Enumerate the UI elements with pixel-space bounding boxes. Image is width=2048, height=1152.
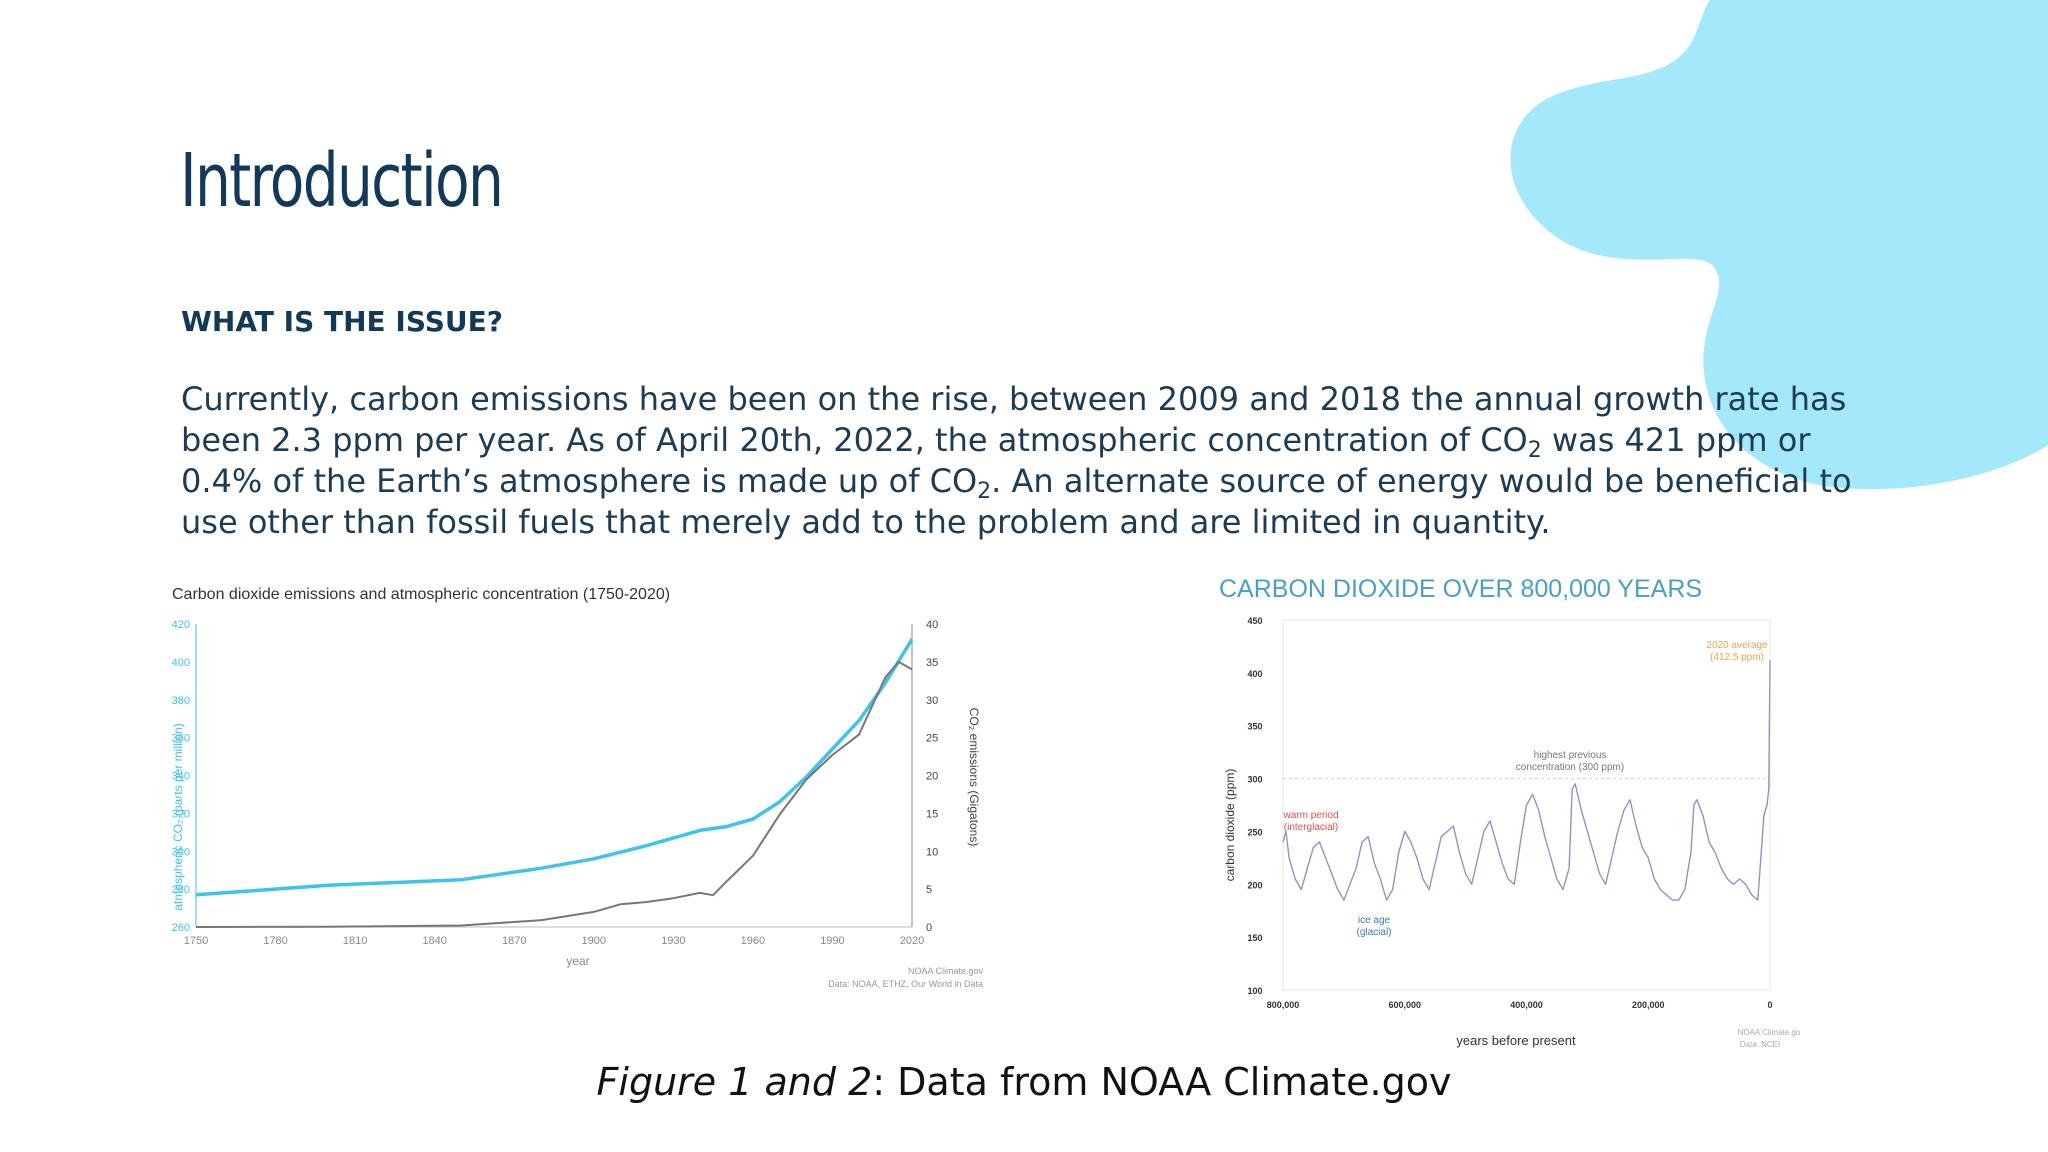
y-left-tick-label: 320 bbox=[172, 808, 190, 820]
y-axis-label: carbon dioxide (ppm) bbox=[1223, 769, 1237, 882]
x-tick-label: 1810 bbox=[343, 935, 367, 947]
y-left-tick-label: 340 bbox=[172, 771, 190, 783]
y-right-tick-label: 30 bbox=[926, 695, 938, 707]
y-left-tick-label: 400 bbox=[172, 657, 190, 669]
annotation-interglacial: (interglacial) bbox=[1284, 822, 1338, 833]
x-tick-label: 800,000 bbox=[1267, 1000, 1300, 1010]
x-tick-label: 400,000 bbox=[1510, 1000, 1543, 1010]
y-tick-label: 100 bbox=[1247, 986, 1262, 996]
y-right-tick-label: 5 bbox=[926, 884, 932, 896]
annotation-warm-period: warm period bbox=[1282, 810, 1338, 821]
y-left-tick-label: 280 bbox=[172, 884, 190, 896]
x-tick-label: 0 bbox=[1767, 1000, 1772, 1010]
y-tick-label: 250 bbox=[1247, 827, 1262, 837]
series-line-emissions bbox=[195, 660, 913, 928]
y-tick-label: 400 bbox=[1247, 669, 1262, 679]
y-tick-label: 300 bbox=[1247, 775, 1262, 785]
annotation-glacial: (glacial) bbox=[1356, 927, 1391, 938]
y-axis-left-label: atmospheric CO₂ (parts per million) bbox=[171, 723, 185, 910]
annotation-highest-previous-value: concentration (300 ppm) bbox=[1516, 762, 1624, 773]
chart-title: Carbon dioxide emissions and atmospheric… bbox=[172, 586, 670, 603]
body-line-3-end: . An alternate source of energy would be… bbox=[991, 462, 1852, 500]
y-right-tick-label: 10 bbox=[926, 846, 938, 858]
x-tick-label: 1930 bbox=[661, 935, 685, 947]
x-tick-label: 2020 bbox=[900, 935, 924, 947]
page-title: Introduction bbox=[180, 138, 504, 224]
body-paragraph: Currently, carbon emissions have been on… bbox=[181, 379, 1861, 543]
y-left-tick-label: 360 bbox=[172, 733, 190, 745]
x-tick-label: 1900 bbox=[582, 935, 606, 947]
annotation-ice-age: ice age bbox=[1358, 915, 1391, 926]
caption-figure-label: Figure 1 and 2 bbox=[596, 1060, 873, 1104]
chart-co2-emissions-concentration: Carbon dioxide emissions and atmospheric… bbox=[171, 586, 984, 989]
x-axis-label: year bbox=[566, 954, 589, 968]
subscript-2: 2 bbox=[1527, 438, 1542, 463]
series-line-co2-concentration bbox=[195, 638, 914, 897]
chart-title: CARBON DIOXIDE OVER 800,000 YEARS bbox=[1219, 575, 1702, 603]
y-right-tick-label: 25 bbox=[926, 733, 938, 745]
x-tick-label: 1960 bbox=[741, 935, 765, 947]
body-line-2-end: was 421 ppm or bbox=[1541, 421, 1811, 459]
x-tick-label: 1750 bbox=[184, 935, 208, 947]
body-line-3-text: 0.4% of the Earth’s atmosphere is made u… bbox=[181, 462, 978, 500]
subscript-2: 2 bbox=[977, 479, 992, 504]
plot-frame bbox=[1282, 619, 1771, 991]
y-right-tick-label: 40 bbox=[926, 619, 938, 631]
y-left-tick-label: 380 bbox=[172, 695, 190, 707]
y-right-tick-label: 0 bbox=[926, 922, 932, 934]
x-tick-label: 1780 bbox=[263, 935, 287, 947]
x-axis-label: years before present bbox=[1456, 1033, 1576, 1048]
x-tick-label: 1840 bbox=[422, 935, 446, 947]
blob-shape bbox=[1510, 0, 2048, 490]
body-line-3: 0.4% of the Earth’s atmosphere is made u… bbox=[181, 461, 1861, 504]
chart-source-2: Data: NCEI bbox=[1740, 1040, 1780, 1049]
y-right-tick-label: 20 bbox=[926, 771, 938, 783]
body-line-4: use other than fossil fuels that merely … bbox=[181, 503, 1551, 541]
y-left-tick-label: 300 bbox=[172, 846, 190, 858]
y-axis-right-label: CO₂ emissions (Gigatons) bbox=[967, 708, 981, 847]
body-line-2-text: been 2.3 ppm per year. As of April 20th,… bbox=[181, 421, 1528, 459]
y-tick-label: 350 bbox=[1247, 722, 1262, 732]
body-line-2: been 2.3 ppm per year. As of April 20th,… bbox=[181, 420, 1861, 463]
body-line-1: Currently, carbon emissions have been on… bbox=[181, 380, 1847, 418]
annotation-highest-previous: highest previous bbox=[1534, 750, 1607, 761]
chart-source-1: NOAA Climate.gov bbox=[908, 966, 984, 976]
y-left-tick-label: 420 bbox=[172, 619, 190, 631]
x-tick-label: 600,000 bbox=[1388, 1000, 1421, 1010]
x-tick-label: 200,000 bbox=[1632, 1000, 1665, 1010]
chart-source-2: Data: NOAA, ETHZ, Our World in Data bbox=[828, 979, 983, 989]
annotation-2020-average: 2020 average bbox=[1706, 640, 1768, 651]
caption-source-text: : Data from NOAA Climate.gov bbox=[872, 1060, 1452, 1104]
chart-plot-area: 100 150 200 250 300 350 400 450 800,000 600,000 40… bbox=[1247, 616, 1772, 1010]
x-tick-label: 1990 bbox=[820, 935, 844, 947]
y-right-tick-label: 15 bbox=[926, 808, 938, 820]
y-right-tick-label: 35 bbox=[926, 657, 938, 669]
chart-plot-area: 260 280 300 320 340 360 380 400 420 0 5 10 15 20 25 30 3… bbox=[172, 619, 939, 947]
figure-caption: Figure 1 and 2: Data from NOAA Climate.g… bbox=[0, 1060, 2048, 1104]
section-subheading: WHAT IS THE ISSUE? bbox=[181, 305, 503, 338]
x-tick-label: 1870 bbox=[502, 935, 526, 947]
y-tick-label: 200 bbox=[1247, 880, 1262, 890]
chart-co2-800000-years: CARBON DIOXIDE OVER 800,000 YEARS carbon… bbox=[1219, 575, 1800, 1049]
annotation-2020-average-value: (412.5 ppm) bbox=[1710, 652, 1764, 663]
y-tick-label: 150 bbox=[1247, 933, 1262, 943]
chart-source-1: NOAA Climate.gov bbox=[1738, 1028, 1800, 1037]
y-left-tick-label: 260 bbox=[172, 922, 190, 934]
y-tick-label: 450 bbox=[1247, 616, 1262, 626]
series-line-co2-800k bbox=[1282, 660, 1771, 901]
